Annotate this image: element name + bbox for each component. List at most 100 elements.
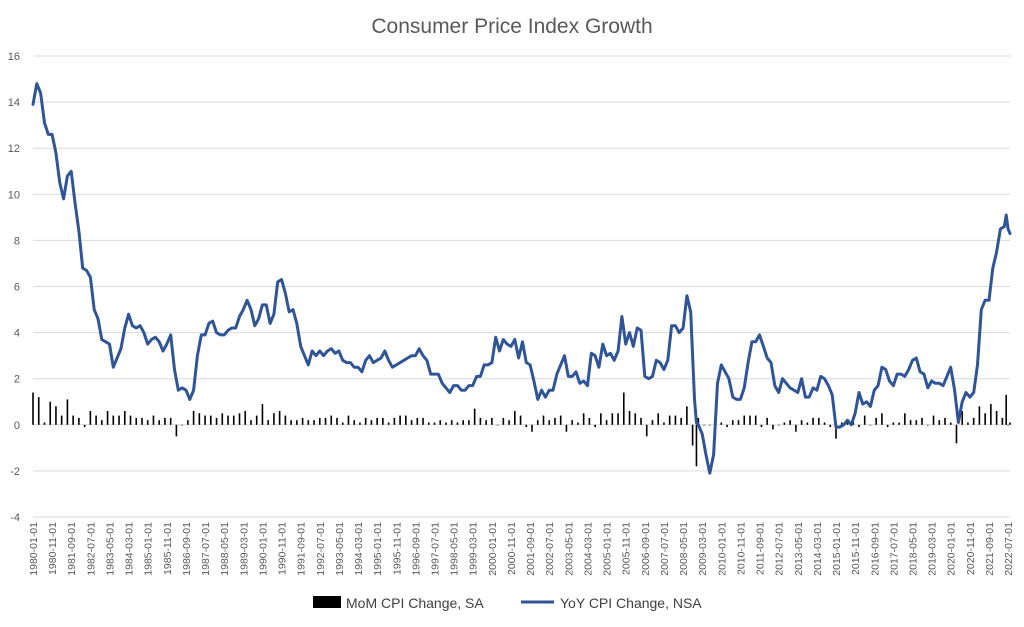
x-tick-label: 1997-07-01 <box>430 522 442 576</box>
mom-bar <box>668 415 671 425</box>
mom-bar <box>881 413 883 425</box>
mom-bar <box>869 424 872 426</box>
x-tick-label: 1983-05-01 <box>104 522 116 576</box>
mom-bar <box>1007 424 1009 426</box>
mom-bar <box>32 392 34 425</box>
legend-label-mom: MoM CPI Change, SA <box>346 595 484 611</box>
x-tick-label: 2006-09-01 <box>640 522 652 576</box>
mom-bar <box>622 392 625 425</box>
mom-bar <box>743 415 746 425</box>
x-tick-label: 2002-07-01 <box>544 522 556 576</box>
mom-bar <box>760 424 763 428</box>
mom-bar <box>812 417 814 425</box>
legend-label-yoy: YoY CPI Change, NSA <box>560 595 702 611</box>
mom-bar <box>909 420 912 425</box>
x-tick-label: 1989-03-01 <box>238 522 250 576</box>
x-tick-label: 2019-03-01 <box>927 522 939 576</box>
legend-swatch-mom <box>313 596 341 608</box>
mom-bar <box>858 424 860 428</box>
mom-bar <box>955 424 958 444</box>
y-tick-label: 16 <box>8 51 20 63</box>
mom-bar <box>932 415 935 425</box>
mom-bar <box>123 410 126 425</box>
mom-bar <box>536 420 539 425</box>
mom-bar <box>485 420 487 425</box>
x-tick-label: 2004-03-01 <box>582 522 594 576</box>
mom-bar <box>926 424 929 426</box>
mom-bar <box>749 415 751 425</box>
x-tick-label: 1996-09-01 <box>410 522 422 576</box>
mom-bar <box>43 422 46 425</box>
mom-bar <box>720 422 723 425</box>
x-tick-label: 2007-07-01 <box>659 522 671 576</box>
mom-bar <box>301 417 304 425</box>
x-tick-label: 1995-11-01 <box>391 522 403 575</box>
x-tick-label: 1993-05-01 <box>334 522 346 576</box>
mom-bar <box>754 415 757 425</box>
x-tick-label: 2000-11-01 <box>506 522 518 575</box>
mom-bar <box>588 417 591 425</box>
mom-bar <box>427 422 430 425</box>
x-tick-label: 2010-11-01 <box>735 522 747 575</box>
mom-bar <box>112 415 115 425</box>
mom-bar <box>995 410 998 425</box>
x-tick-label: 1998-05-01 <box>449 522 461 576</box>
y-tick-label: 0 <box>14 420 20 432</box>
mom-bar <box>863 415 866 425</box>
mom-bar <box>192 410 195 425</box>
mom-bar <box>949 422 952 425</box>
mom-bar <box>875 417 877 425</box>
mom-bar <box>651 420 654 425</box>
mom-bar <box>967 422 969 425</box>
x-tick-label: 2011-09-01 <box>755 522 767 575</box>
mom-bar <box>617 413 619 425</box>
mom-bar <box>663 422 665 425</box>
mom-bar <box>221 413 224 425</box>
x-tick-label: 1994-03-01 <box>353 522 365 576</box>
x-tick-label: 2005-11-01 <box>621 522 633 575</box>
mom-bar <box>571 420 573 425</box>
x-tick-label: 2014-03-01 <box>812 522 824 576</box>
mom-bar <box>255 415 258 425</box>
mom-bar <box>353 420 356 425</box>
x-tick-label: 2020-11-01 <box>965 522 977 575</box>
mom-bar <box>961 410 964 425</box>
x-tick-label: 2015-11-01 <box>850 522 862 575</box>
mom-bar <box>915 420 918 425</box>
y-axis-ticks: -4 -2 0 2 4 6 8 10 12 14 16 <box>8 51 20 524</box>
x-tick-label: 1990-01-01 <box>257 522 269 576</box>
x-tick-label: 1981-09-01 <box>66 522 78 576</box>
x-tick-label: 2001-09-01 <box>525 522 537 576</box>
mom-bar <box>904 413 906 425</box>
mom-bar <box>198 413 201 425</box>
y-tick-label: 10 <box>8 189 20 201</box>
mom-bar <box>709 424 711 426</box>
mom-bar <box>261 404 264 425</box>
x-tick-label: 1991-09-01 <box>296 522 308 576</box>
x-tick-label: 2008-05-01 <box>678 522 690 576</box>
mom-bar <box>554 417 556 425</box>
mom-bar <box>978 406 981 425</box>
mom-bar <box>640 417 642 425</box>
x-tick-label: 1982-07-01 <box>85 522 97 576</box>
mom-bar <box>691 424 694 446</box>
mom-bar <box>657 413 660 425</box>
mom-bar <box>634 413 637 425</box>
mom-bar <box>835 424 837 439</box>
mom-bar <box>405 415 407 425</box>
mom-bar <box>376 417 378 425</box>
mom-bar <box>892 422 895 425</box>
mom-bar <box>697 417 700 425</box>
x-tick-label: 2016-09-01 <box>869 522 881 576</box>
mom-bar <box>146 420 149 425</box>
mom-bar <box>284 415 287 425</box>
mom-bar <box>433 422 436 425</box>
mom-bar <box>594 424 596 428</box>
mom-bar <box>422 417 424 425</box>
x-tick-label: 2018-05-01 <box>907 522 919 576</box>
mom-bar <box>78 417 80 425</box>
mom-bar <box>686 406 688 425</box>
x-tick-label: 2015-01-01 <box>831 522 843 576</box>
mom-bar <box>37 397 40 425</box>
mom-bar <box>990 404 992 425</box>
